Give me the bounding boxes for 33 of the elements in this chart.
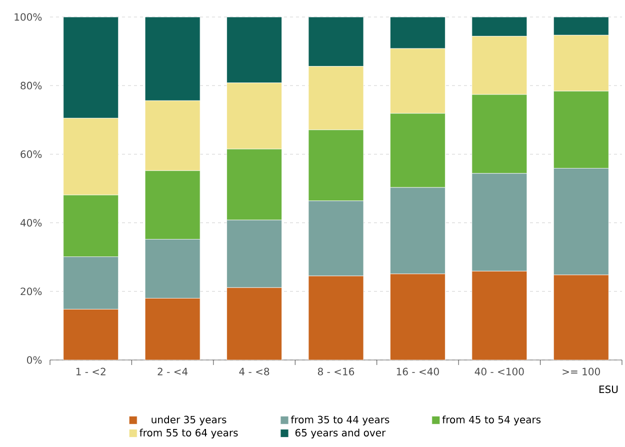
x-tick-label: 16 - <40 [396, 368, 439, 376]
x-tick-label: 2 - <4 [158, 368, 188, 376]
legend-label: from 55 to 64 years [140, 428, 238, 438]
bar [63, 309, 119, 360]
x-tick-label: 4 - <8 [239, 368, 270, 376]
bar [144, 298, 200, 360]
x-tick-label: 1 - <2 [76, 368, 106, 376]
legend-label: from 45 to 54 years [442, 416, 541, 426]
bar [308, 16, 364, 67]
y-tick-label: 100% [14, 13, 42, 21]
x-tick-label: 40 - <100 [474, 368, 524, 376]
bar [226, 287, 282, 360]
y-tick-label: 0% [27, 356, 42, 364]
bar [226, 16, 282, 84]
legend-label: from 35 to 44 years [290, 416, 390, 426]
x-tick-label: >= 100 [562, 368, 600, 376]
x-axis-title: ESU [599, 386, 618, 394]
bar [553, 274, 609, 360]
bar [472, 270, 528, 360]
bar [553, 16, 609, 36]
y-tick-label: 60% [20, 150, 42, 158]
legend-label: 65 years and over [295, 428, 386, 438]
bar [390, 274, 446, 360]
bar [63, 16, 119, 118]
legend-label: under 35 years [152, 416, 226, 426]
bar [472, 16, 528, 36]
y-tick-label: 80% [20, 82, 42, 90]
y-tick-label: 40% [20, 218, 42, 227]
y-tick-label: 20% [20, 288, 42, 296]
bar [144, 16, 200, 101]
x-tick-label: 8 - <16 [318, 368, 354, 376]
bar [308, 276, 364, 360]
bar [390, 16, 446, 49]
